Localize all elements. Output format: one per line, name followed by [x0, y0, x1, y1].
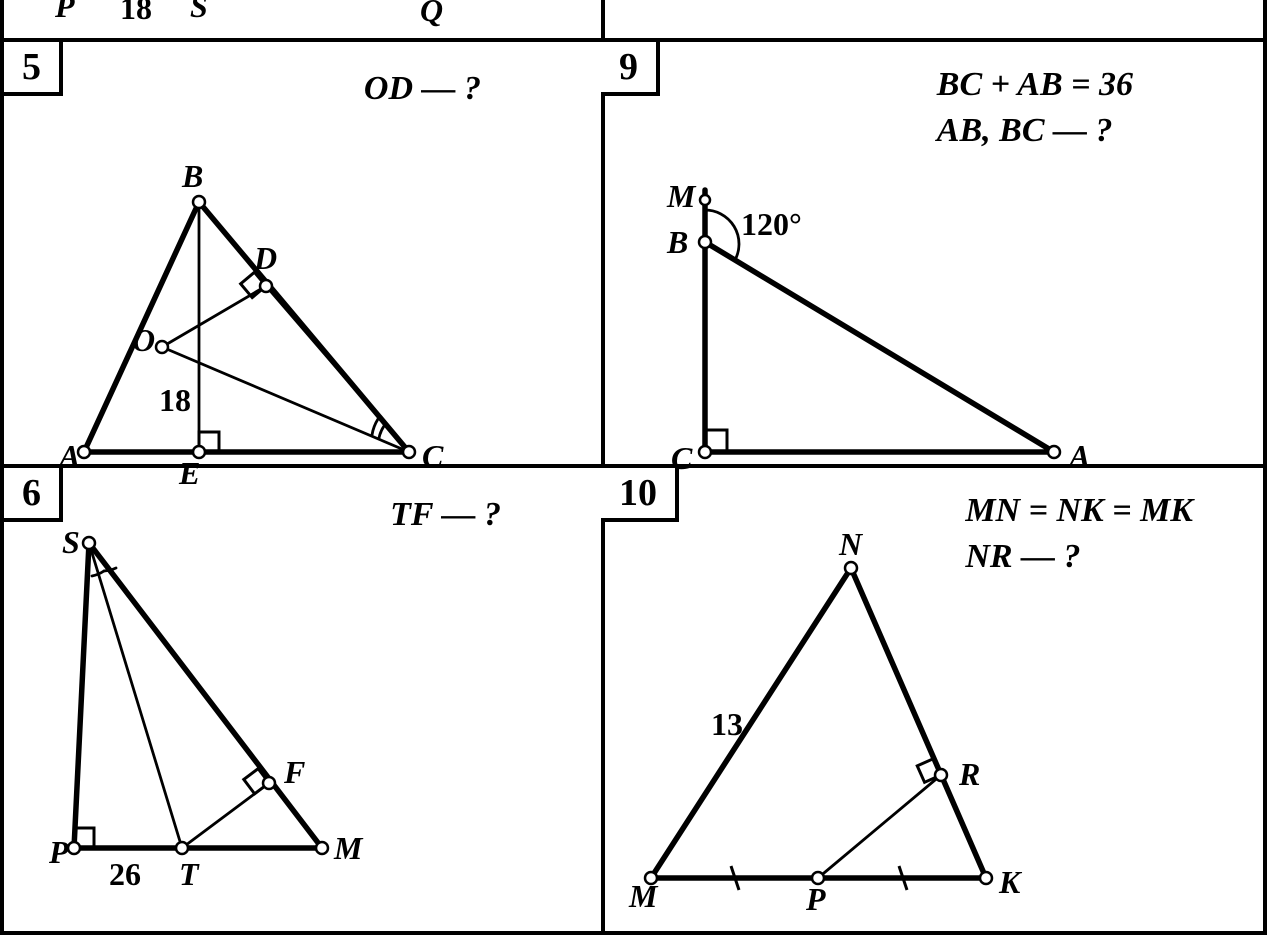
vertex-B: [699, 236, 711, 248]
topstrip-label-P: P: [55, 0, 75, 22]
segment-DC: [266, 286, 409, 452]
vertex-R: [935, 769, 947, 781]
angle-mark-C1: [379, 426, 384, 438]
cell-5-figure: [4, 42, 609, 468]
cell-9-label-120: 120°: [741, 208, 802, 240]
triangle-MNK: [651, 568, 986, 878]
vertex-O: [156, 341, 168, 353]
angle-mark-C2: [372, 419, 378, 435]
cell-10-label-M: M: [629, 880, 657, 912]
vertex-S: [83, 537, 95, 549]
cell-10-label-K: K: [999, 866, 1020, 898]
vertex-F: [263, 777, 275, 789]
worksheet-page: { "layout": { "page_w": 1267, "page_h": …: [0, 0, 1267, 935]
vertex-T: [176, 842, 188, 854]
vertex-M: [316, 842, 328, 854]
triangle-SPM: [74, 543, 322, 848]
cell-5-label-B: B: [182, 160, 203, 192]
cell-10-label-P: P: [806, 883, 826, 915]
cell-10: 10 MN = NK = MK NR — ? M N K P R 13: [601, 468, 1267, 935]
cell-6-label-M: M: [334, 832, 362, 864]
cell-5: 5 OD — ? A B C D E O 18: [0, 42, 605, 468]
topstrip-label-Q: Q: [420, 0, 443, 26]
cell-6-label-F: F: [284, 756, 305, 788]
cell-10-label-R: R: [959, 758, 980, 790]
vertex-B: [193, 196, 205, 208]
vertex-N: [845, 562, 857, 574]
vertex-A: [1048, 446, 1060, 458]
segment-PR: [818, 775, 941, 878]
cell-9-figure: [601, 42, 1267, 468]
topstrip-label-S: S: [190, 0, 208, 22]
cell-9: 9 BC + AB = 36 AB, BC — ? M B C A 120°: [601, 42, 1267, 468]
vertex-C: [699, 446, 711, 458]
vertex-K: [980, 872, 992, 884]
cell-5-label-D: D: [254, 242, 277, 274]
cell-9-label-M: M: [667, 180, 695, 212]
cell-5-label-O: O: [132, 324, 155, 356]
cell-10-figure: [601, 468, 1267, 935]
triangle-BCA: [705, 242, 1054, 452]
cell-6-label-26: 26: [109, 858, 141, 890]
vertex-P: [68, 842, 80, 854]
cell-10-label-13: 13: [711, 708, 743, 740]
vertex-M: [700, 195, 710, 205]
vertex-D: [260, 280, 272, 292]
cell-6: 6 TF — ? S P T M F 26: [0, 468, 605, 935]
cell-6-label-P: P: [49, 836, 69, 868]
vertex-C: [403, 446, 415, 458]
cell-6-label-S: S: [62, 526, 80, 558]
cell-5-label-18: 18: [159, 384, 191, 416]
top-partial-strip: P 18 S Q: [0, 0, 1267, 42]
topstrip-label-18: 18: [120, 0, 152, 24]
cell-6-figure: [4, 468, 609, 935]
cell-9-label-B: B: [667, 226, 688, 258]
cell-10-label-N: N: [839, 528, 862, 560]
cell-6-label-T: T: [179, 858, 199, 890]
segment-ST: [89, 543, 182, 848]
